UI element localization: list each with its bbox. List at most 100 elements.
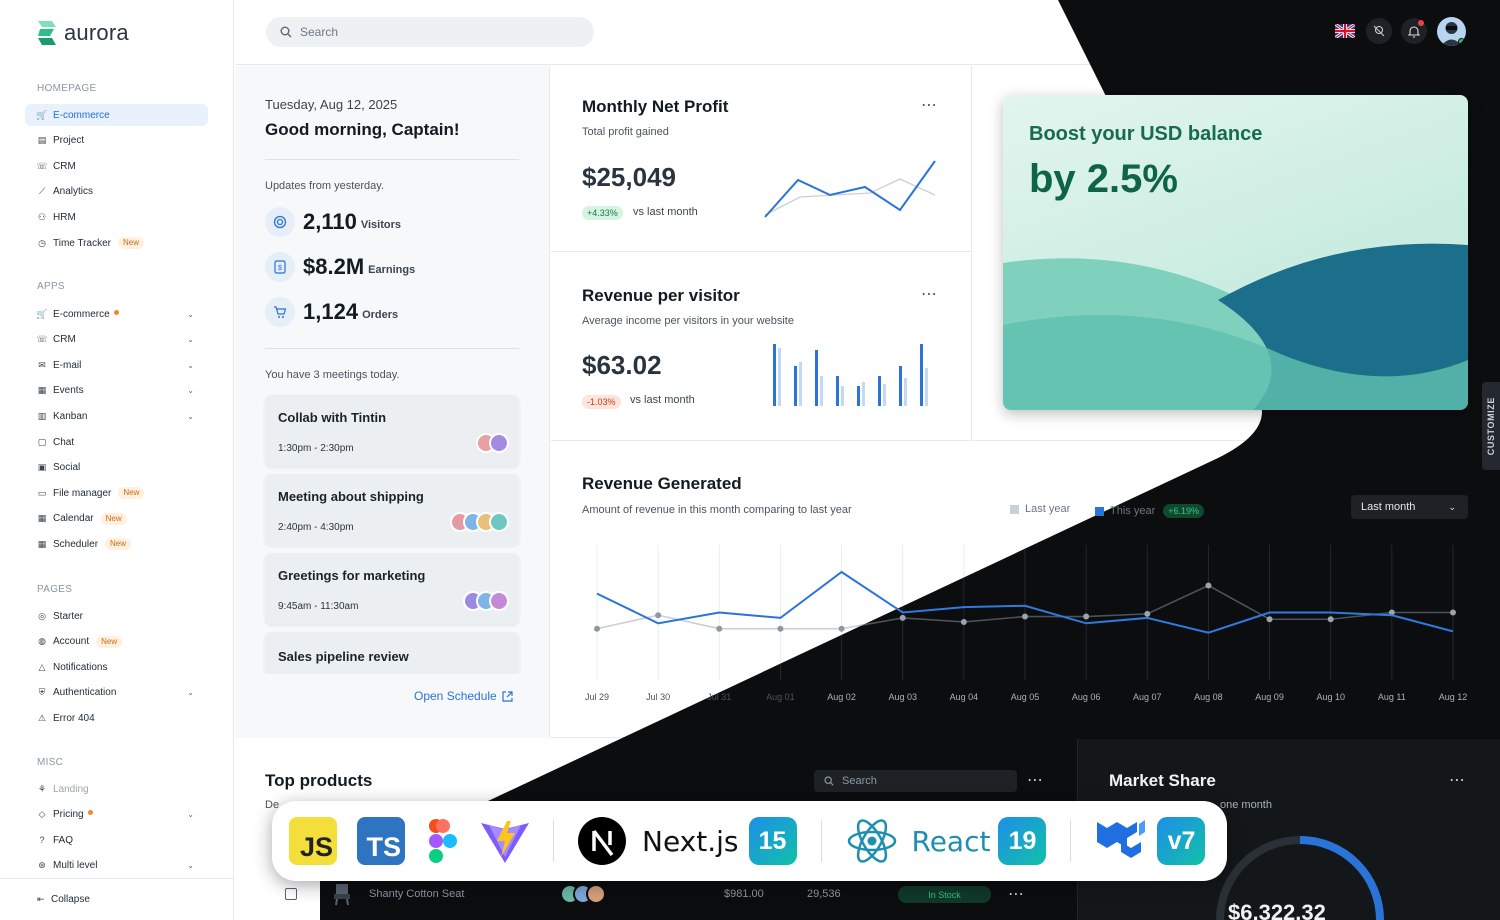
period-select[interactable]: Last month ⌄ <box>1351 495 1468 519</box>
legend-swatch <box>1010 504 1019 514</box>
product-quantity: 29,536 <box>807 888 841 900</box>
brand-logo[interactable]: aurora <box>36 18 129 48</box>
sidebar-item-label: Analytics <box>53 186 94 198</box>
promo-card[interactable]: Boost your USD balance by 2.5% <box>1003 95 1468 410</box>
sidebar-item-homepage-crm[interactable]: ☏ CRM <box>25 155 208 177</box>
notification-bell-icon[interactable] <box>1401 18 1427 44</box>
last-year-point[interactable] <box>899 614 906 621</box>
language-flag-icon[interactable] <box>1334 22 1356 40</box>
products-search-input[interactable]: Search <box>814 770 1017 792</box>
last-year-point[interactable] <box>1327 616 1334 623</box>
javascript-logo: JS <box>289 817 337 865</box>
sidebar-item-label: Events <box>53 385 84 397</box>
search-icon <box>824 776 834 786</box>
sidebar-item-label: E-mail <box>53 359 82 371</box>
status-dot <box>87 810 93 816</box>
sidebar-item-apps-events[interactable]: ▦ Events ⌄ <box>25 380 208 402</box>
chevron-down-icon: ⌄ <box>1448 501 1456 512</box>
nextjs-logo-icon <box>578 817 626 865</box>
last-year-point[interactable] <box>838 625 845 632</box>
e-commerce-icon: 🛒 <box>36 308 48 319</box>
typescript-logo: TS <box>357 817 405 865</box>
last-year-point[interactable] <box>716 625 723 632</box>
theme-toggle-icon[interactable] <box>1366 18 1392 44</box>
social-icon: ▣ <box>37 462 47 473</box>
legend-swatch <box>1095 506 1104 516</box>
sidebar-item-homepage-e-commerce[interactable]: 🛒 E-commerce <box>25 104 208 126</box>
last-year-point[interactable] <box>1388 609 1395 616</box>
sidebar-item-label: Social <box>53 462 81 474</box>
sidebar-item-pages-notifications[interactable]: △ Notifications <box>25 656 208 678</box>
last-year-point[interactable] <box>1450 609 1456 616</box>
sidebar-item-pages-error-404[interactable]: ⚠ Error 404 <box>25 707 208 729</box>
last-year-point[interactable] <box>1083 613 1090 620</box>
sidebar-item-apps-kanban[interactable]: ▥ Kanban ⌄ <box>25 405 208 427</box>
sidebar-item-label: E-commerce <box>53 109 110 121</box>
sidebar-item-homepage-time-tracker[interactable]: ◷ Time Tracker New <box>25 232 208 254</box>
last-year-point[interactable] <box>655 612 662 619</box>
collapse-button[interactable]: ⇤ Collapse <box>0 878 234 920</box>
sidebar-item-apps-scheduler[interactable]: ▦ Scheduler New <box>25 533 208 555</box>
sidebar-item-label: FAQ <box>53 834 74 846</box>
last-year-point[interactable] <box>777 625 784 632</box>
sidebar-item-apps-file-manager[interactable]: ▭ File manager New <box>25 482 208 504</box>
sidebar-item-apps-e-commerce[interactable]: 🛒 E-commerce ⌄ <box>25 303 208 325</box>
user-avatar[interactable] <box>1437 17 1466 46</box>
sidebar-item-misc-multi-level[interactable]: ⊛ Multi level ⌄ <box>25 855 208 877</box>
sidebar-item-apps-e-mail[interactable]: ✉ E-mail ⌄ <box>25 354 208 376</box>
sidebar-item-apps-calendar[interactable]: ▦ Calendar New <box>25 508 208 530</box>
collapse-icon: ⇤ <box>37 894 45 904</box>
meeting-time: 2:40pm - 4:30pm <box>278 522 354 533</box>
sidebar-item-apps-crm[interactable]: ☏ CRM ⌄ <box>25 329 208 351</box>
revenue-generated-title: Revenue Generated <box>582 474 742 493</box>
row-more-options-icon[interactable]: ⋯ <box>1008 886 1025 903</box>
last-year-point[interactable] <box>1205 582 1212 589</box>
sidebar-item-pages-account[interactable]: ◍ Account New <box>25 631 208 653</box>
last-year-point[interactable] <box>1266 616 1273 623</box>
last-year-point[interactable] <box>1144 610 1151 617</box>
last-year-point[interactable] <box>960 618 967 625</box>
top-products-title: Top products <box>265 771 373 790</box>
analytics-icon: ⟋ <box>38 186 46 197</box>
sidebar-item-label: File manager <box>53 487 112 499</box>
sidebar-item-homepage-project[interactable]: ▤ Project <box>25 130 208 152</box>
sidebar-item-pages-starter[interactable]: ◎ Starter <box>25 605 208 627</box>
last-year-point[interactable] <box>594 625 600 632</box>
divider <box>1070 820 1072 862</box>
product-price: $981.00 <box>724 888 764 900</box>
starter-icon: ◎ <box>38 610 46 621</box>
sidebar-item-pages-authentication[interactable]: ⛨ Authentication ⌄ <box>25 682 208 704</box>
sidebar-item-homepage-analytics[interactable]: ⟋ Analytics <box>25 181 208 203</box>
multi-level-icon: ⊛ <box>38 860 46 871</box>
new-badge: New <box>118 487 145 500</box>
revenue-generated-subtitle: Amount of revenue in this month comparin… <box>582 504 852 516</box>
legend-label: This year <box>1110 505 1156 517</box>
sidebar-item-misc-faq[interactable]: ? FAQ <box>25 829 208 851</box>
sidebar-item-apps-social[interactable]: ▣ Social <box>25 457 208 479</box>
row-checkbox[interactable] <box>285 888 297 900</box>
more-options-icon[interactable]: ⋯ <box>1027 772 1044 789</box>
more-options-icon[interactable]: ⋯ <box>1449 772 1466 789</box>
chevron-down-icon: ⌄ <box>187 688 194 698</box>
last-year-point[interactable] <box>1022 613 1028 620</box>
sidebar-item-misc-landing[interactable]: ⚘ Landing <box>25 778 208 800</box>
sidebar-item-misc-pricing[interactable]: ◇ Pricing ⌄ <box>25 804 208 826</box>
chat-icon: ▢ <box>37 436 47 447</box>
search-icon <box>280 26 292 38</box>
x-tick-label: Aug 07 <box>1133 692 1162 702</box>
sidebar-item-apps-chat[interactable]: ▢ Chat <box>25 431 208 453</box>
product-thumbnail <box>332 882 352 906</box>
x-tick-label: Aug 01 <box>766 692 795 702</box>
customize-button[interactable]: CUSTOMIZE <box>1482 382 1500 470</box>
sidebar-item-label: Error 404 <box>53 712 95 724</box>
period-value: Last month <box>1361 501 1416 513</box>
typescript-label: TS <box>366 832 401 862</box>
chevron-down-icon: ⌄ <box>187 360 194 370</box>
market-share-donut <box>1216 836 1384 920</box>
new-badge: New <box>105 538 132 551</box>
notifications-icon: △ <box>38 661 46 672</box>
x-tick-label: Jul 30 <box>646 692 671 702</box>
sidebar-item-label: Notifications <box>53 661 108 673</box>
sidebar-item-label: Starter <box>53 610 84 622</box>
sidebar-item-homepage-hrm[interactable]: ⚇ HRM <box>25 206 208 228</box>
